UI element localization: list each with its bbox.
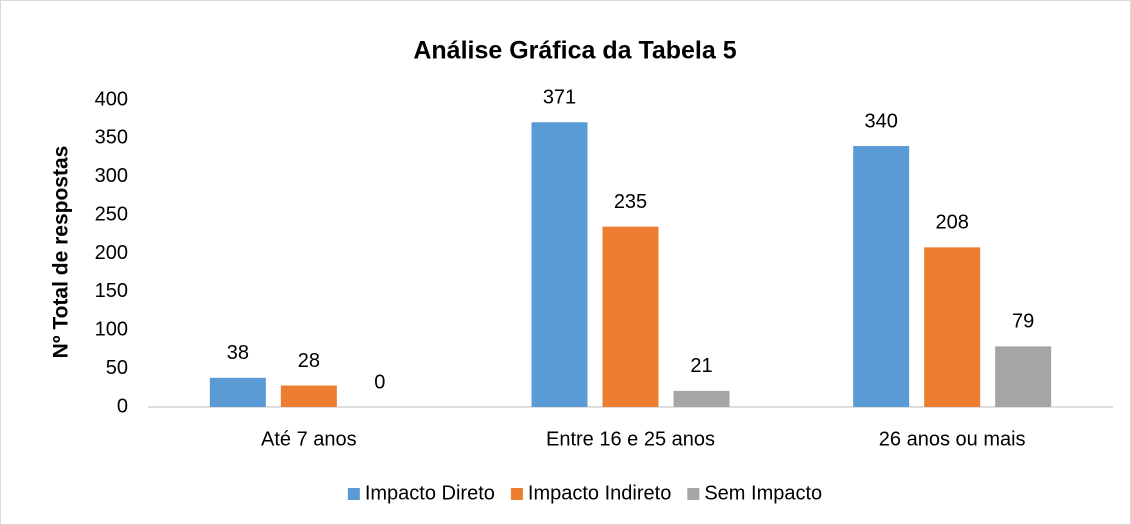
- legend-swatch: [510, 488, 523, 500]
- bar: [602, 226, 659, 407]
- data-label: 208: [935, 212, 968, 234]
- y-axis-label: Nº Total de respostas: [50, 146, 73, 359]
- data-label: 28: [298, 350, 320, 372]
- y-tick-label: 300: [95, 165, 128, 187]
- legend-label: Impacto Indireto: [528, 482, 671, 504]
- y-tick-label: 350: [95, 127, 128, 149]
- bar: [995, 346, 1052, 407]
- data-label: 21: [690, 355, 712, 377]
- y-tick-label: 250: [95, 203, 128, 225]
- chart-title: Análise Gráfica da Tabela 5: [413, 37, 736, 65]
- data-label: 371: [543, 87, 576, 109]
- data-label: 0: [374, 371, 385, 393]
- y-tick-label: 400: [95, 88, 128, 110]
- data-label: 38: [227, 342, 249, 364]
- bar: [280, 385, 337, 407]
- bar: [531, 122, 588, 407]
- data-label: 340: [864, 110, 897, 132]
- bar: [853, 146, 910, 408]
- bar: [673, 390, 730, 407]
- x-tick-label: Até 7 anos: [261, 428, 357, 450]
- bar: [209, 377, 266, 407]
- data-label: 235: [614, 191, 647, 213]
- x-tick-label: Entre 16 e 25 anos: [546, 428, 715, 450]
- legend-label: Sem Impacto: [704, 482, 822, 504]
- x-tick-label: 26 anos ou mais: [879, 428, 1026, 450]
- legend-swatch: [687, 488, 700, 500]
- y-tick-label: 200: [95, 242, 128, 264]
- data-label: 79: [1012, 311, 1034, 333]
- y-tick-label: 50: [106, 357, 128, 379]
- legend-label: Impacto Direto: [365, 482, 495, 504]
- bar: [924, 247, 981, 407]
- y-tick-label: 0: [117, 395, 128, 417]
- y-tick-label: 150: [95, 280, 128, 302]
- legend-swatch: [347, 488, 360, 500]
- y-tick-label: 100: [95, 319, 128, 341]
